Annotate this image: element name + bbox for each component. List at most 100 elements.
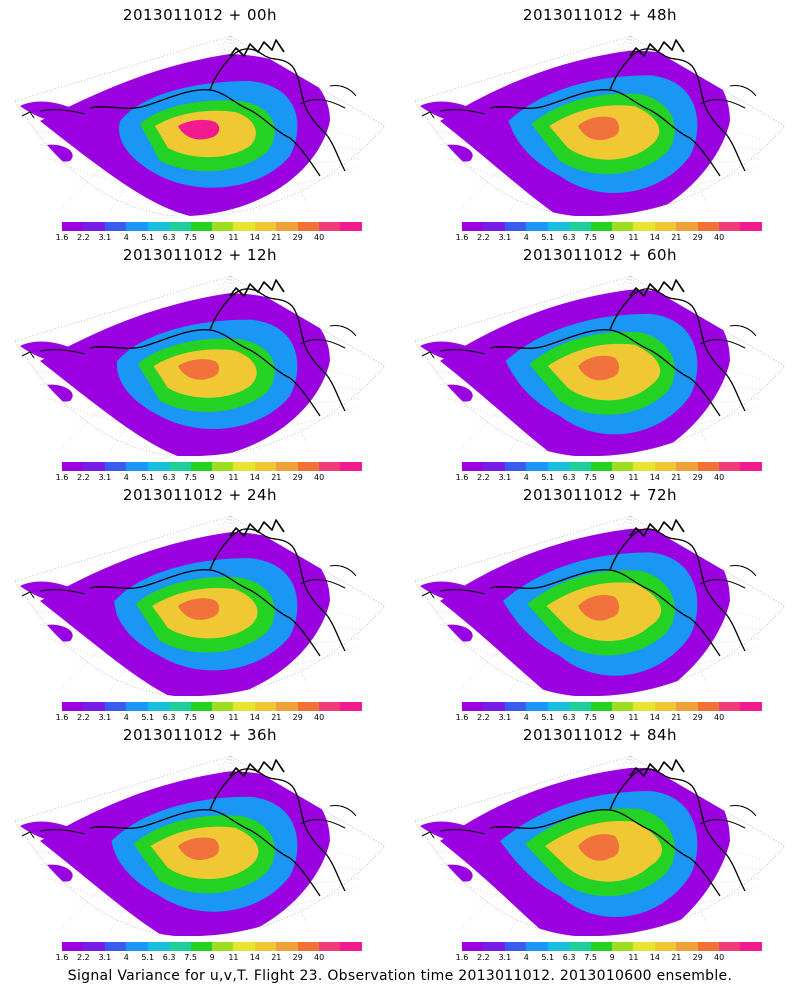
variance-contour [578, 355, 620, 381]
colorbar-swatch [297, 702, 320, 711]
colorbar-swatch [462, 942, 484, 951]
colorbar-tick-label: 4 [523, 713, 529, 722]
colorbar-tick-label: 3.1 [498, 713, 512, 722]
polar-map [14, 515, 386, 696]
colorbar-tick-label: 6.3 [562, 713, 576, 722]
colorbar-swatch [233, 222, 255, 231]
colorbar-swatch [676, 462, 698, 471]
map-panel-72h: 2013011012 + 72h 1.6 2.2 3.1 4 5.1 6.3 7.5 9 11 14… [400, 480, 800, 723]
colorbar-tick-label: 3.1 [498, 473, 512, 482]
colorbar-ticks: 1.6 2.2 3.1 4 5.1 6.3 7.5 9 11 14 21 29 40 [456, 473, 762, 483]
variance-contour [578, 834, 620, 861]
panel-title: 2013011012 + 24h [122, 486, 278, 504]
colorbar-tick-label: 4 [123, 473, 129, 482]
colorbar-tick-label: 7.5 [584, 233, 597, 242]
colorbar-tick-label: 3.1 [98, 953, 112, 962]
colorbar-tick-label: 29 [292, 953, 303, 962]
colorbar-tick-label: 3.1 [498, 953, 512, 962]
colorbar-tick-label: 14 [249, 953, 260, 962]
colorbar-swatch [676, 222, 698, 231]
colorbar-swatch [62, 222, 84, 231]
colorbar-tick-label: 2.2 [477, 233, 490, 242]
colorbar-tick-label: 14 [649, 953, 660, 962]
colorbar-swatch [62, 942, 84, 951]
variance-field [20, 771, 330, 936]
colorbar-swatch [104, 942, 127, 951]
colorbar-tick-label: 9 [609, 233, 615, 242]
colorbar-swatch [547, 942, 570, 951]
colorbar-tick-label: 21 [271, 953, 282, 962]
colorbar-tick-label: 40 [714, 473, 725, 482]
colorbar-tick-label: 21 [271, 473, 282, 482]
polar-map [14, 755, 386, 936]
colorbar-tick-label: 21 [671, 233, 682, 242]
colorbar-tick-label: 11 [228, 953, 239, 962]
colorbar-swatch [83, 702, 105, 711]
figure-caption: Signal Variance for u,v,T. Flight 23. Ob… [67, 968, 733, 984]
colorbar-swatch [569, 462, 591, 471]
colorbar-swatch [211, 702, 234, 711]
colorbar [462, 942, 762, 951]
colorbar-swatch [126, 942, 148, 951]
colorbar-tick-label: 2.2 [77, 473, 90, 482]
colorbar-swatch [590, 942, 612, 951]
colorbar-tick-label: 21 [271, 233, 282, 242]
colorbar-swatch [611, 702, 634, 711]
variance-field [420, 767, 730, 936]
variance-contour [578, 594, 620, 621]
colorbar-tick-label: 29 [292, 473, 303, 482]
colorbar-tick-label: 29 [692, 473, 703, 482]
variance-contour [178, 359, 220, 380]
colorbar-tick-label: 29 [692, 953, 703, 962]
colorbar-tick-label: 5.1 [541, 473, 555, 482]
colorbar-swatch [654, 462, 677, 471]
colorbar [62, 702, 362, 711]
colorbar-tick-label: 1.6 [455, 713, 469, 722]
map-panel-48h: 2013011012 + 48h 1.6 2.2 3.1 4 5.1 6.3 7.5 9 11 14… [400, 0, 800, 242]
colorbar-tick-label: 5.1 [141, 473, 155, 482]
colorbar-tick-label: 14 [649, 473, 660, 482]
colorbar-swatch [190, 702, 212, 711]
colorbar-swatch [297, 942, 320, 951]
colorbar-swatch [276, 702, 298, 711]
colorbar-swatch [211, 462, 234, 471]
colorbar-tick-label: 5.1 [141, 953, 155, 962]
colorbar-tick-label: 1.6 [55, 713, 69, 722]
colorbar-swatch [211, 222, 234, 231]
colorbar-swatch [319, 462, 341, 471]
colorbar-tick-label: 9 [209, 713, 215, 722]
colorbar-swatch [569, 702, 591, 711]
colorbar-tick-label: 7.5 [184, 233, 197, 242]
colorbar-tick-label: 9 [609, 473, 615, 482]
panel-title: 2013011012 + 36h [122, 726, 278, 744]
colorbar-swatch [547, 702, 570, 711]
colorbar-tick-label: 9 [609, 953, 615, 962]
colorbar [462, 702, 762, 711]
colorbar-ticks: 1.6 2.2 3.1 4 5.1 6.3 7.5 9 11 14 21 29 40 [456, 953, 762, 963]
colorbar-swatch [676, 702, 698, 711]
panel-title: 2013011012 + 12h [122, 246, 278, 264]
colorbar-swatch [611, 222, 634, 231]
colorbar-tick-label: 21 [271, 713, 282, 722]
colorbar-swatch [719, 462, 741, 471]
coastlines [21, 279, 357, 417]
colorbar-swatch [526, 222, 548, 231]
colorbar-swatch [719, 942, 741, 951]
colorbar-ticks: 1.6 2.2 3.1 4 5.1 6.3 7.5 9 11 14 21 29 40 [56, 713, 362, 723]
colorbar-ticks: 1.6 2.2 3.1 4 5.1 6.3 7.5 9 11 14 21 29 40 [456, 713, 762, 723]
map-panel-12h: 2013011012 + 12h 1.6 2.2 3.1 4 5.1 6.3 7.5 9 11 14… [0, 240, 400, 482]
polar-map [14, 275, 386, 456]
colorbar-tick-label: 6.3 [562, 473, 576, 482]
colorbar-tick-label: 6.3 [162, 953, 176, 962]
colorbar-tick-label: 6.3 [562, 233, 576, 242]
panel-title: 2013011012 + 72h [522, 486, 678, 504]
colorbar-tick-label: 1.6 [55, 953, 69, 962]
colorbar-swatch [169, 942, 191, 951]
panel-title: 2013011012 + 60h [522, 246, 678, 264]
colorbar-tick-label: 11 [228, 233, 239, 242]
colorbar-swatch [547, 462, 570, 471]
colorbar-tick-label: 29 [292, 713, 303, 722]
colorbar-tick-label: 21 [671, 713, 682, 722]
colorbar [62, 942, 362, 951]
colorbar-swatch [526, 942, 548, 951]
